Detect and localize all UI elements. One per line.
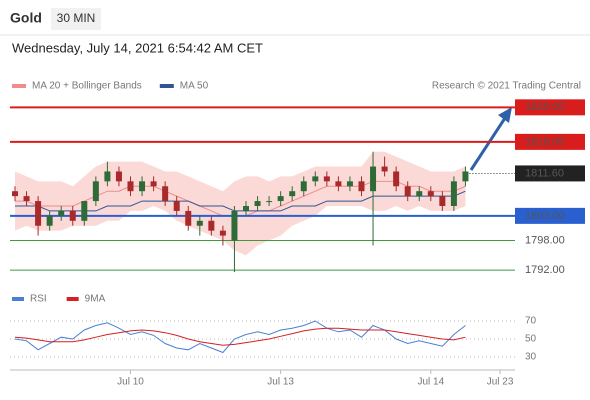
candle-body [81,201,88,221]
level-label-box [515,99,585,116]
candle-body [115,171,122,182]
rsi-legend-swatch [66,297,79,301]
candle-body [439,196,446,206]
x-tick-label: Jul 10 [117,377,144,388]
rsi-tick-label: 70 [525,316,537,327]
legend-swatch [159,84,174,88]
legend-swatch [12,84,26,88]
candle-body [35,201,42,226]
candle-body [69,210,76,221]
level-label: 1792.00 [525,264,565,276]
candle-body [381,166,388,172]
candle-body [450,181,457,206]
candle-body [219,230,226,236]
level-label: 1825.00 [525,101,565,113]
timestamp: Wednesday, July 14, 2021 6:54:42 AM CET [12,40,263,55]
candle-body [266,201,273,203]
rsi-line [14,327,466,346]
legend-label: MA 50 [180,81,209,92]
rsi-tick-label: 50 [525,334,537,345]
candle-body [46,215,53,226]
forecast-arrowhead [498,107,512,123]
candle-body [23,196,30,202]
candle-body [173,201,180,211]
candle-body [208,220,215,231]
rsi-tick-label: 30 [525,352,537,363]
candle-body [139,181,146,192]
candle-body [393,171,400,187]
bollinger-band [15,151,466,256]
level-label-box [515,207,585,224]
source: Research © 2021 Trading Central [432,81,581,92]
candle-body [370,166,377,192]
timeframe: 30 MIN [57,11,96,25]
candle-body [277,196,284,202]
candle-body [335,181,342,187]
candle-body [196,220,203,226]
candle-body [427,191,434,197]
timeframe-badge [51,8,101,30]
current-price-box [515,165,585,182]
ma50-line [15,190,466,212]
level-label: 1818.00 [525,136,565,148]
rsi-legend-label: RSI [30,294,47,305]
rsi-line [14,320,466,354]
candle-body [127,181,134,192]
candle-body [58,210,65,216]
candle-body [300,181,307,192]
x-tick-label: Jul 23 [487,377,514,388]
candle-body [162,186,169,202]
candle-body [462,171,469,182]
level-label: 1803.00 [525,210,565,222]
instrument-title: Gold [10,10,42,26]
candle-body [346,181,353,187]
candle-body [323,176,330,182]
candle-body [358,181,365,192]
candle-body [92,181,99,202]
candle-body [104,171,111,182]
x-tick-label: Jul 14 [417,377,444,388]
current-price-label: 1811.60 [525,167,564,179]
candle-body [243,206,249,211]
level-label-box [515,133,585,150]
candle-body [289,191,296,197]
rsi-legend-label: 9MA [85,294,106,305]
candle-body [231,210,238,241]
candle-body [185,210,192,226]
candle-body [416,191,423,197]
candle-body [150,181,157,187]
candle-body [12,191,18,197]
level-label: 1798.00 [525,234,565,246]
legend-label: MA 20 + Bollinger Bands [32,81,142,92]
x-tick-label: Jul 13 [267,377,294,388]
candle-body [312,176,319,182]
rsi-legend-swatch [12,297,24,301]
candle-body [254,201,261,206]
candle-body [404,186,411,197]
